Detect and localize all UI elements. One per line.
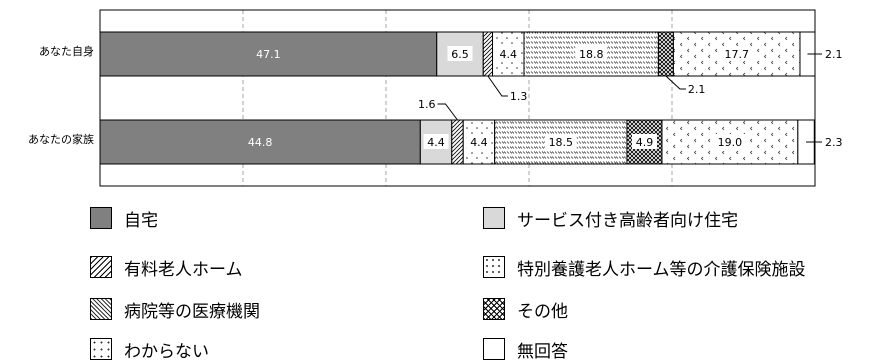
legend-item-jitaku: 自宅	[90, 204, 158, 232]
legend-item-kaigo: 特別養護老人ホーム等の介護保険施設	[483, 253, 806, 281]
callout-line	[487, 75, 508, 97]
legend-swatch-wakaranai	[90, 338, 112, 360]
data-label-bg	[447, 46, 473, 61]
data-label: 4.9	[636, 136, 654, 149]
data-label-bg	[252, 46, 285, 61]
data-label: 2.1	[825, 48, 843, 61]
data-label-bg	[244, 134, 277, 149]
legend-swatch-sonota	[483, 298, 505, 320]
legend-label-sonota: その他	[517, 301, 568, 322]
legend-swatch-yuryo	[90, 256, 112, 278]
legend-swatch-kaigo	[483, 256, 505, 278]
legend-item-sonota: その他	[483, 295, 568, 323]
legend: 自宅 サービス付き高齢者向け住宅 有料老人ホーム 特別養護老人ホーム等の介護保険…	[0, 196, 870, 364]
data-label: 18.5	[549, 136, 574, 149]
data-label-bg	[575, 46, 608, 61]
data-label-bg	[466, 134, 492, 149]
legend-item-sakoju: サービス付き高齢者向け住宅	[483, 204, 738, 232]
legend-label-byoin: 病院等の医療機関	[124, 301, 260, 322]
data-label: 17.7	[724, 48, 749, 61]
legend-item-yuryo: 有料老人ホーム	[90, 253, 243, 281]
stacked-bar-chart: 47.1 6.5 4.4 18.8 17.744.8 4.4 4.4 18.5 4.9 19.0 …	[28, 9, 843, 187]
data-label: 6.5	[451, 48, 469, 61]
legend-item-muk: 無回答	[483, 335, 568, 363]
bar-segment-yuryo	[482, 31, 494, 77]
legend-label-yuryo: 有料老人ホーム	[124, 259, 243, 280]
legend-label-wakaranai: わからない	[124, 341, 209, 362]
legend-label-kaigo: 特別養護老人ホーム等の介護保険施設	[517, 259, 806, 280]
data-label: 44.8	[248, 136, 273, 149]
bar-segment-yuryo	[451, 119, 464, 165]
legend-label-muk: 無回答	[517, 341, 568, 362]
callout-line	[437, 103, 458, 121]
legend-label-jitaku: 自宅	[124, 210, 158, 231]
data-label: 2.1	[688, 83, 706, 96]
legend-item-byoin: 病院等の医療機関	[90, 295, 260, 323]
category-label: あなた自身	[39, 44, 94, 58]
legend-swatch-muk	[483, 338, 505, 360]
data-label-bg	[544, 134, 577, 149]
data-label-bg	[713, 134, 746, 149]
legend-label-sakoju: サービス付き高齢者向け住宅	[517, 210, 738, 231]
bar-segment-sonota	[657, 31, 674, 77]
legend-item-wakaranai: わからない	[90, 335, 209, 363]
data-label: 1.3	[510, 90, 528, 103]
data-label: 47.1	[256, 48, 281, 61]
data-label: 4.4	[470, 136, 488, 149]
data-label: 19.0	[718, 136, 743, 149]
data-label-bg	[720, 46, 753, 61]
legend-swatch-byoin	[90, 298, 112, 320]
data-label-bg	[631, 134, 657, 149]
legend-swatch-jitaku	[90, 207, 112, 229]
data-label: 4.4	[500, 48, 518, 61]
data-label-bg	[495, 46, 521, 61]
category-label: あなたの家族	[28, 132, 94, 146]
data-label: 1.6	[418, 98, 436, 111]
data-label: 2.3	[825, 136, 843, 149]
data-label: 4.4	[427, 136, 445, 149]
plot-frame	[99, 9, 816, 187]
data-label-bg	[423, 134, 449, 149]
legend-swatch-sakoju	[483, 207, 505, 229]
data-label: 18.8	[579, 48, 604, 61]
callout-line	[665, 75, 686, 90]
